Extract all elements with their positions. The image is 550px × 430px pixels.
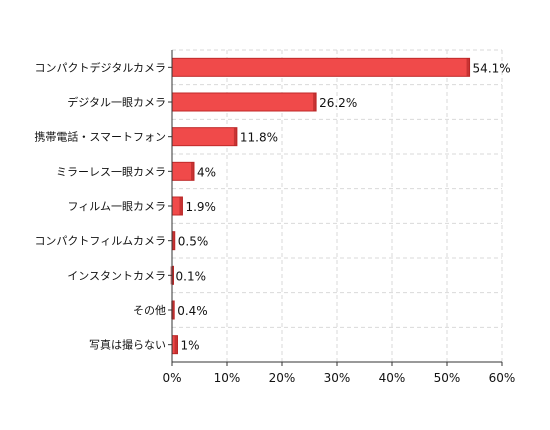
data-label: 4% — [197, 165, 216, 179]
category-label: コンパクトフィルムカメラ — [34, 235, 166, 248]
bar — [171, 161, 195, 181]
labels: 54.1% 26.2% 11.8% 4% 1.9% 0.5% 0.1% 0.4% 1% コンパクト… — [34, 60, 515, 385]
bar-shading — [174, 335, 178, 354]
x-tick-label: 30% — [324, 371, 351, 385]
x-tick-label: 40% — [379, 371, 406, 385]
category-label: 写真は撮らない — [89, 338, 166, 352]
bar — [171, 92, 317, 112]
data-label: 0.4% — [177, 304, 208, 318]
bar-shading — [191, 162, 194, 181]
bars — [170, 57, 471, 355]
category-label: 携帯電話・スマートフォン — [34, 130, 166, 144]
data-label: 11.8% — [240, 131, 278, 145]
category-label: ミラーレス一眼カメラ — [56, 165, 166, 178]
x-tick-label: 0% — [162, 371, 181, 385]
category-label: フィルム一眼カメラ — [67, 200, 166, 213]
bar-shading — [171, 231, 175, 250]
bar-shading — [233, 127, 237, 146]
bar-shading — [179, 197, 183, 215]
category-label: その他 — [133, 304, 166, 317]
bar — [171, 57, 471, 77]
bar-shading — [171, 301, 175, 319]
x-tick-label: 50% — [434, 371, 461, 385]
bar — [171, 127, 238, 147]
data-label: 1% — [181, 339, 200, 353]
data-label: 1.9% — [185, 200, 216, 214]
category-label: コンパクトデジタルカメラ — [35, 60, 166, 74]
data-label: 26.2% — [319, 96, 357, 110]
category-label: デジタル一眼カメラ — [67, 95, 166, 109]
x-tick-label: 60% — [489, 371, 516, 385]
data-label: 0.1% — [176, 269, 207, 283]
bar-shading — [466, 58, 470, 77]
data-label: 54.1% — [473, 61, 511, 75]
data-label: 0.5% — [178, 235, 209, 249]
axes — [168, 50, 503, 366]
x-tick-label: 20% — [269, 371, 296, 385]
x-tick-label: 10% — [214, 371, 241, 385]
bar-shading — [313, 93, 317, 111]
category-label: インスタントカメラ — [67, 269, 166, 282]
